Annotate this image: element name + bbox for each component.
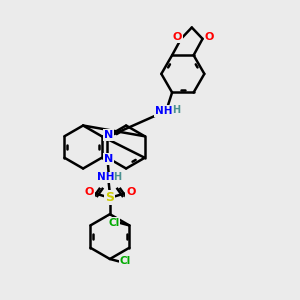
Text: O: O [84,188,94,197]
Text: O: O [126,188,136,197]
Text: NH: NH [155,106,172,116]
Text: O: O [173,32,182,42]
Text: H: H [114,172,122,182]
Text: NH: NH [97,172,114,182]
Text: S: S [105,191,114,204]
Text: N: N [104,130,113,140]
Text: N: N [104,154,113,164]
Text: Cl: Cl [108,218,119,228]
Text: Cl: Cl [120,256,131,266]
Text: O: O [204,32,214,42]
Text: H: H [172,105,180,116]
